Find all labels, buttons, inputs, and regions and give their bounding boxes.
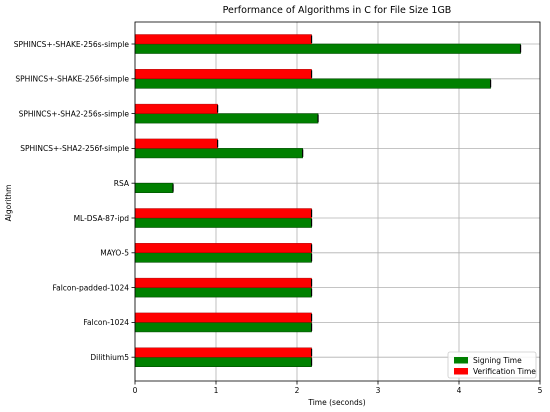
x-axis-label: Time (seconds) [307, 398, 365, 407]
verification-time-bar [134, 347, 312, 358]
legend-label: Signing Time [473, 356, 522, 365]
x-tick-label: 5 [538, 386, 543, 395]
x-tick-label: 0 [133, 386, 138, 395]
y-tick-label: Dilithium5 [90, 353, 129, 362]
legend-swatch [454, 357, 468, 364]
legend-label: Verification Time [473, 367, 536, 376]
verification-time-bar [134, 103, 218, 114]
y-tick-label: SPHINCS+-SHA2-256f-simple [20, 144, 129, 153]
verification-time-bar [134, 208, 312, 219]
legend: Signing Time Verification Time [447, 351, 537, 379]
verification-time-bar [134, 277, 312, 288]
x-tick-label: 1 [214, 386, 219, 395]
bars [134, 34, 522, 368]
y-tick-label: SPHINCS+-SHA2-256s-simple [19, 109, 130, 118]
y-tick-label: MAYO-5 [100, 249, 129, 258]
x-tick-label: 2 [295, 386, 300, 395]
legend-box [447, 351, 537, 379]
y-tick-label: SPHINCS+-SHAKE-256f-simple [15, 75, 129, 84]
x-tick-label: 4 [457, 386, 462, 395]
y-tick-label: ML-DSA-87-ipd [74, 214, 130, 223]
y-tick-label: RSA [114, 179, 130, 188]
signing-time-bar [134, 217, 312, 228]
x-tick-label: 3 [376, 386, 381, 395]
y-tick-label: SPHINCS+-SHAKE-256s-simple [14, 40, 130, 49]
verification-time-bar [134, 243, 312, 254]
y-axis-ticks: SPHINCS+-SHAKE-256s-simple SPHINCS+-SHAKE… [14, 40, 135, 362]
signing-time-bar [134, 113, 319, 124]
verification-time-bar [134, 69, 312, 80]
signing-time-bar [134, 78, 491, 89]
plot-frame [134, 21, 541, 382]
signing-time-bar [134, 322, 312, 333]
signing-time-bar [134, 356, 312, 368]
y-tick-label: Falcon-padded-1024 [52, 283, 129, 292]
signing-time-bar [134, 182, 174, 193]
signing-time-bar [134, 43, 521, 54]
y-axis-label: Algorithm [4, 185, 13, 222]
x-axis-ticks: 0 1 2 3 4 5 [133, 381, 543, 395]
signing-time-bar [134, 287, 312, 298]
verification-time-bar [134, 34, 312, 45]
signing-time-bar [134, 148, 303, 159]
chart-title: Performance of Algorithms in C for File … [223, 5, 452, 16]
verification-time-bar [134, 312, 312, 323]
verification-time-bar [134, 138, 218, 149]
legend-swatch [454, 368, 468, 375]
y-tick-label: Falcon-1024 [83, 318, 129, 327]
signing-time-bar [134, 252, 312, 263]
